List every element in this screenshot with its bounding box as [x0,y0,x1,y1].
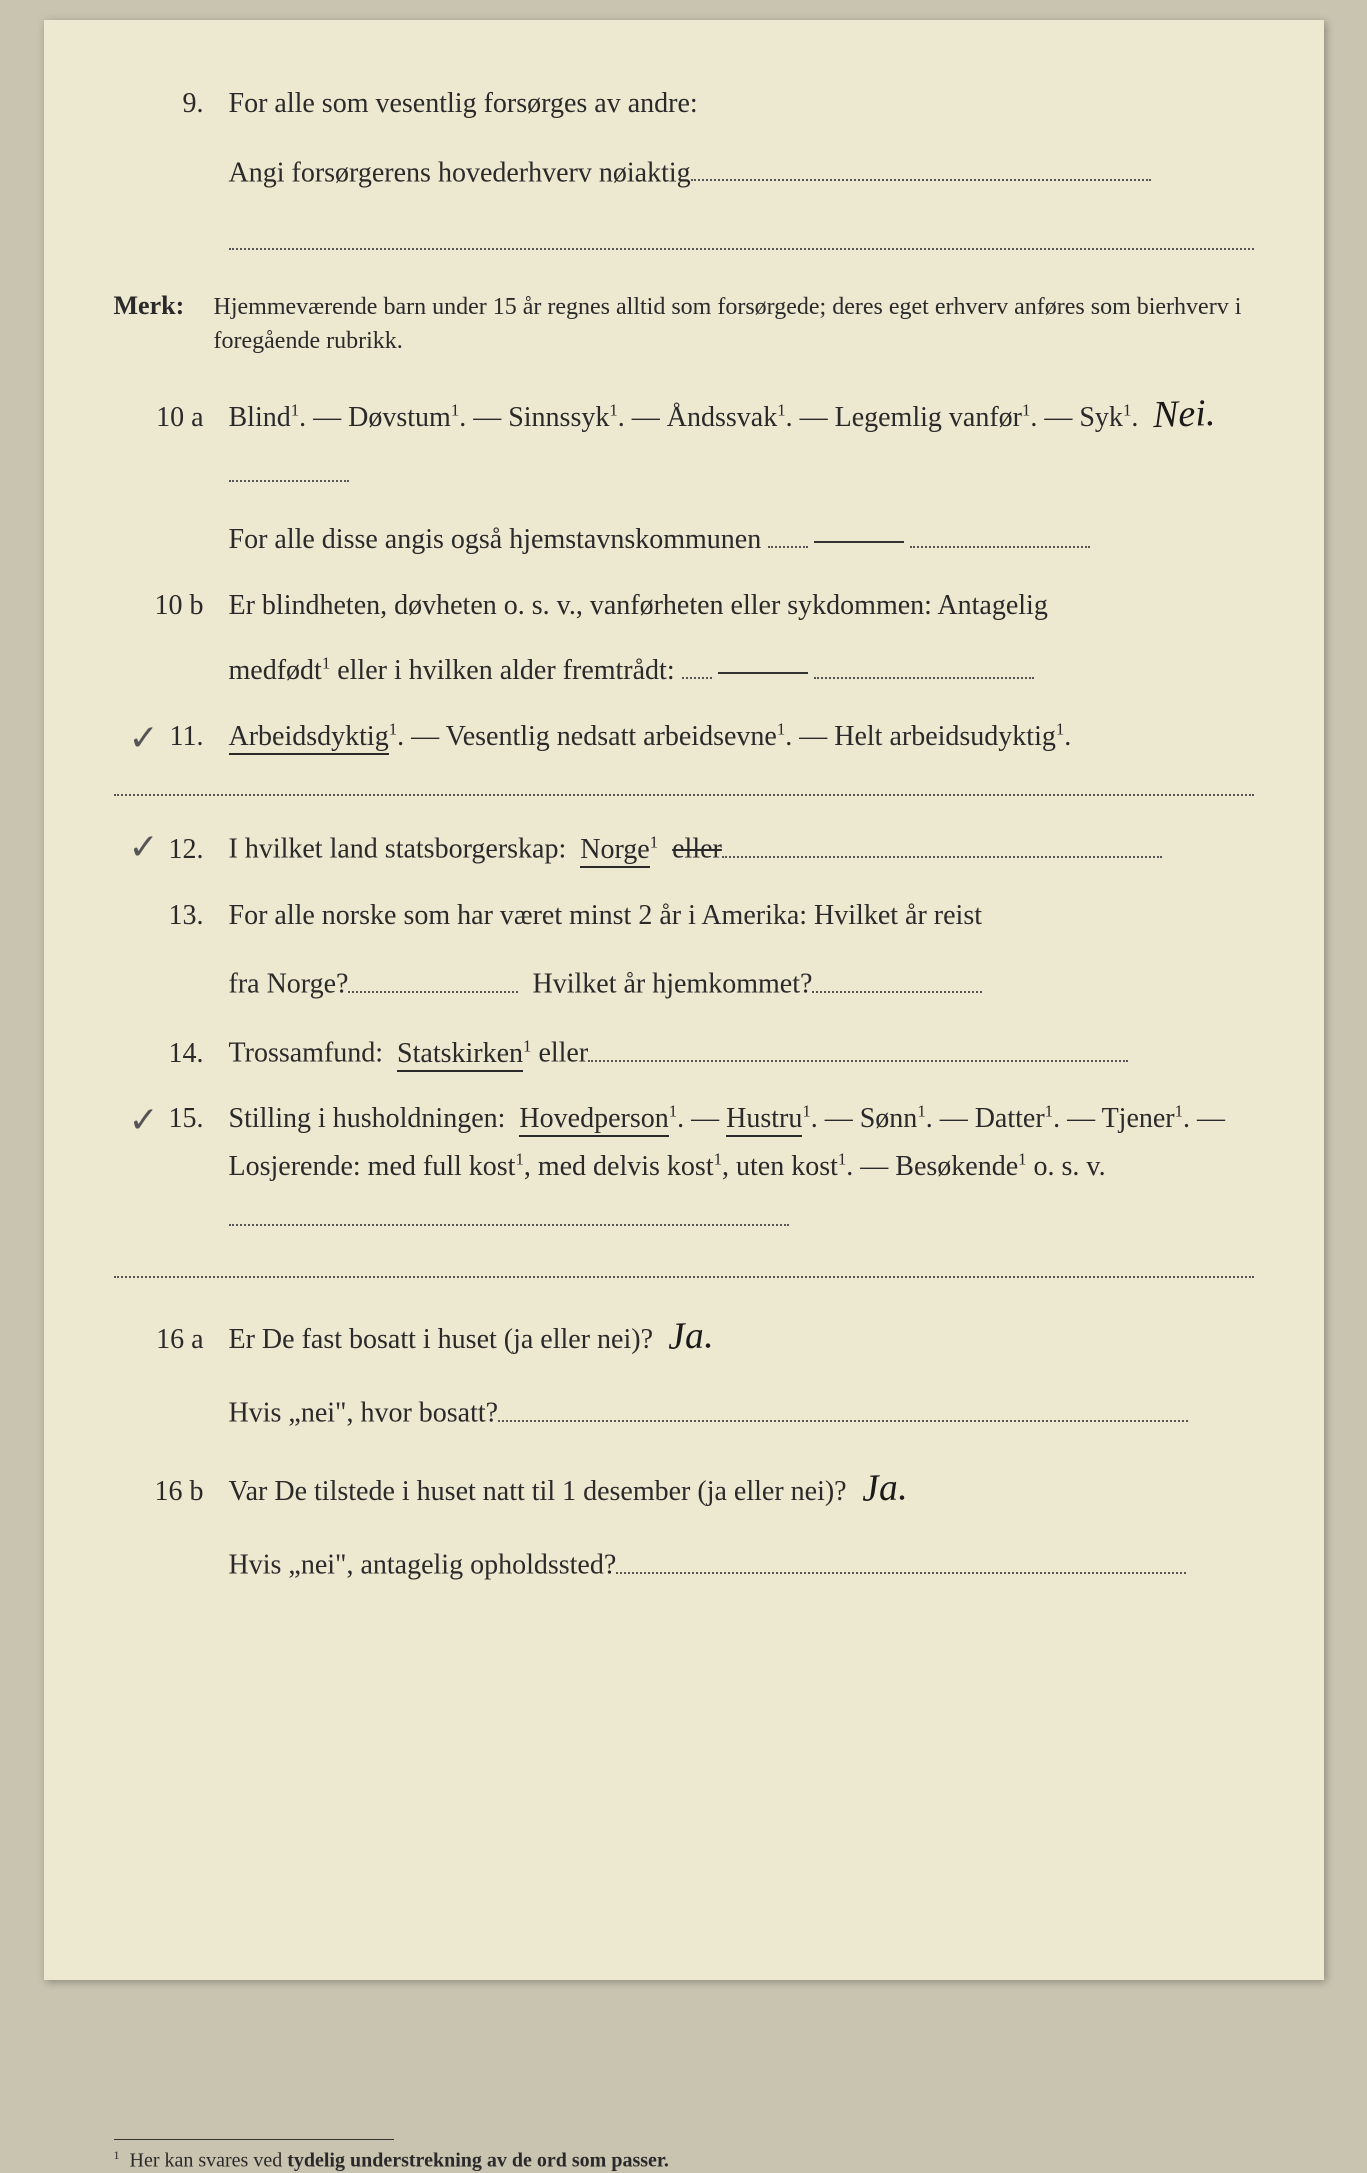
q9-line2a: Angi forsørgerens hovederhverv nøiaktig [229,157,691,188]
q16a-handwritten: Ja. [667,1303,715,1369]
q9-line1: For alle som vesentlig forsørges av andr… [229,88,698,119]
question-10b: 10 b Er blindheten, døvheten o. s. v., v… [114,582,1254,630]
check-mark-icon-2: ✓ [129,816,159,877]
question-9-line2: Angi forsørgerens hovederhverv nøiaktig [114,146,1254,197]
q10b-number: 10 b [114,582,229,630]
question-16b: 16 b Var De tilstede i huset natt til 1 … [114,1456,1254,1521]
q9-blank [691,146,1151,182]
divider-line [114,792,1254,796]
q9-number: 9. [114,80,229,128]
question-10b-line2: medfødt1 eller i hvilken alder fremtrådt… [114,647,1254,695]
question-12: ✓ 12. I hvilket land statsborgerskap: No… [114,822,1254,873]
footnote: 1 Her kan svares ved tydelig understrekn… [114,2148,1254,2173]
question-16a: 16 a Er De fast bosatt i huset (ja eller… [114,1304,1254,1369]
q10a-handwritten: Nei. [1152,381,1216,448]
question-11: ✓ 11. Arbeidsdyktig1. — Vesentlig nedsat… [114,713,1254,761]
question-13-line2: fra Norge? Hvilket år hjemkommet? [114,957,1254,1008]
merk-note: Merk: Hjemmeværende barn under 15 år reg… [114,284,1254,358]
q16a-number: 16 a [114,1316,229,1364]
question-15: ✓ 15. Stilling i husholdningen: Hovedper… [114,1095,1254,1241]
dash-icon [814,541,904,543]
question-13: 13. For alle norske som har været minst … [114,892,1254,940]
question-14: 14. Trossamfund: Statskirken1 eller [114,1026,1254,1077]
q16b-number: 16 b [114,1468,229,1516]
check-mark-icon-3: ✓ [129,1089,159,1150]
question-16a-line2: Hvis „nei", hvor bosatt? [114,1386,1254,1437]
question-10a-line2: For alle disse angis også hjemstavnskomm… [114,516,1254,564]
divider-line-2 [114,1274,1254,1278]
q16b-handwritten: Ja. [860,1455,908,1521]
q14-number: 14. [114,1030,229,1078]
footnote-rule [114,2139,394,2140]
q9-blank2 [229,215,1254,251]
question-9-line3 [114,215,1254,266]
dash-icon-2 [718,672,808,674]
check-mark-icon: ✓ [129,707,159,768]
q9-content: For alle som vesentlig forsørges av andr… [229,80,1254,128]
question-16b-line2: Hvis „nei", antagelig opholdssted? [114,1538,1254,1589]
q13-number: 13. [114,892,229,940]
question-9: 9. For alle som vesentlig forsørges av a… [114,80,1254,128]
document-page: 9. For alle som vesentlig forsørges av a… [44,20,1324,1980]
merk-label: Merk: [114,284,214,328]
merk-text: Hjemmeværende barn under 15 år regnes al… [214,291,1254,358]
question-10a: 10 a Blind1. — Døvstum1. — Sinnssyk1. — … [114,382,1254,498]
q10a-number: 10 a [114,394,229,442]
